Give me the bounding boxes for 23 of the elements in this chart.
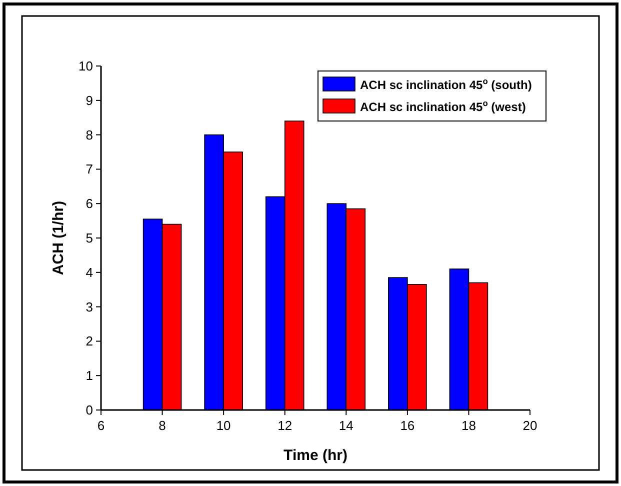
x-tick-label: 16 bbox=[400, 418, 415, 433]
y-tick-label: 6 bbox=[86, 196, 93, 212]
legend-label: ACH sc inclination 45$^{o}$ (south) bbox=[360, 76, 532, 92]
y-axis-title: ACH (1/hr) bbox=[50, 200, 67, 276]
x-tick-label: 14 bbox=[338, 418, 354, 433]
y-tick-label: 3 bbox=[86, 299, 93, 314]
x-axis-title: Time (hr) bbox=[284, 447, 348, 464]
x-tick-label: 6 bbox=[97, 418, 105, 433]
y-tick-label: 2 bbox=[86, 334, 93, 349]
y-tick-label: 0 bbox=[86, 402, 93, 418]
y-tick-label: 9 bbox=[86, 92, 93, 108]
x-tick-label: 10 bbox=[216, 418, 231, 433]
y-tick-label: 7 bbox=[86, 162, 93, 177]
y-tick-label: 1 bbox=[86, 368, 93, 384]
x-tick-label: 20 bbox=[522, 418, 538, 433]
y-tick-label: 5 bbox=[86, 230, 93, 246]
y-tick-label: 4 bbox=[86, 264, 93, 280]
x-tick-label: 12 bbox=[278, 418, 292, 433]
y-tick-label: 10 bbox=[78, 58, 93, 74]
x-tick-label: 18 bbox=[461, 418, 476, 433]
x-tick-label: 8 bbox=[158, 418, 166, 433]
legend-label: ACH sc inclination 45$^{o}$ (west) bbox=[360, 98, 526, 114]
y-tick-label: 8 bbox=[86, 127, 93, 142]
